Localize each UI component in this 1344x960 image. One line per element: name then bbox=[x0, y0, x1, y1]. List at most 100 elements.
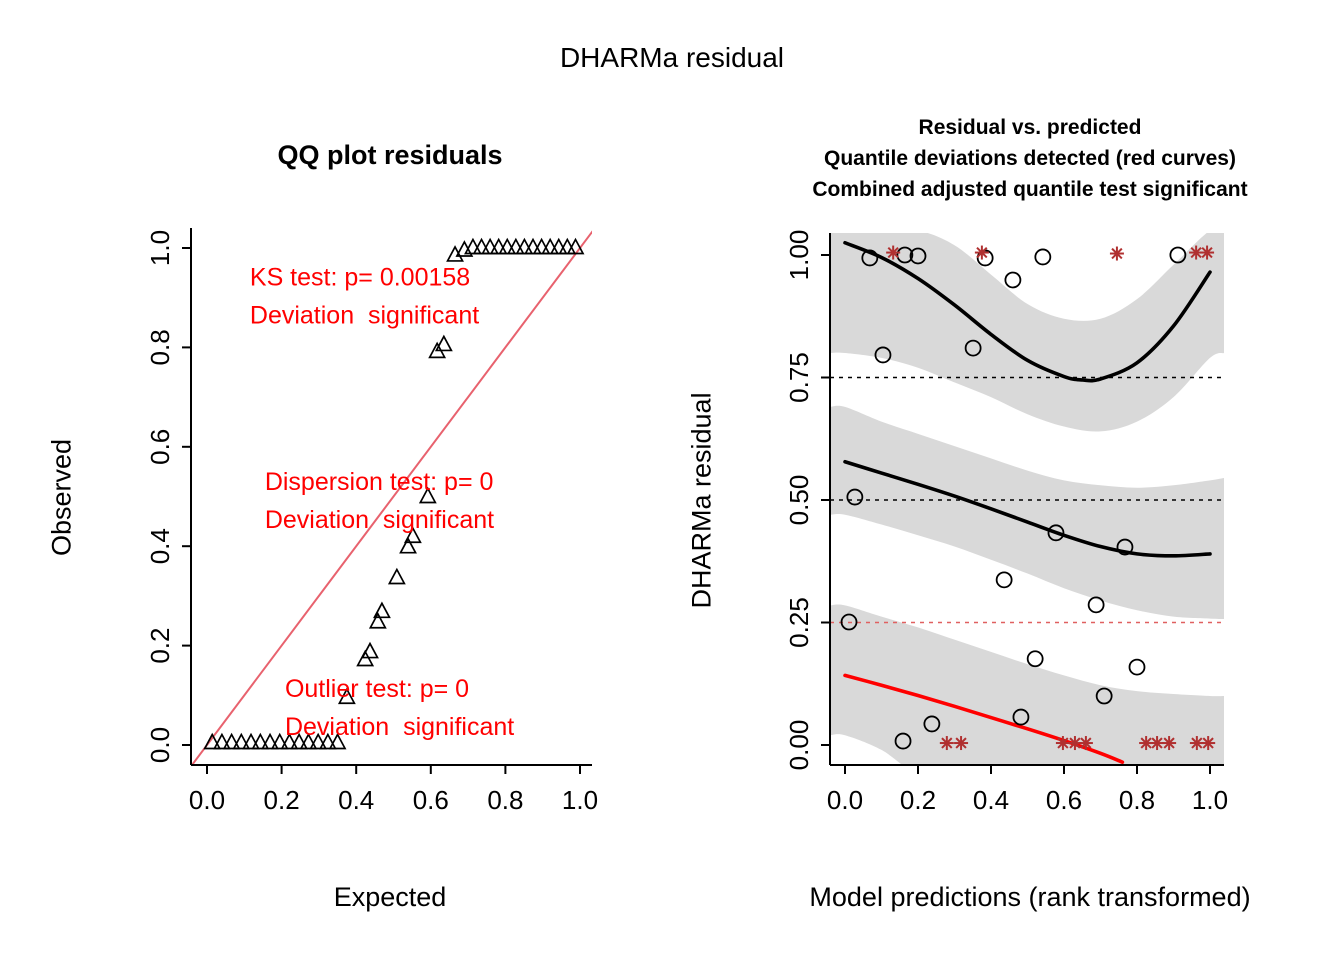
qq-point-triangle bbox=[328, 732, 347, 750]
qq-points bbox=[203, 237, 585, 750]
qq-point-triangle bbox=[299, 732, 318, 750]
quantile-0.50-band bbox=[830, 405, 1224, 620]
qq-point-triangle bbox=[541, 237, 560, 255]
qq-point-triangle bbox=[373, 601, 391, 619]
quantile-0.25-band bbox=[830, 604, 1224, 765]
qq-point-triangle bbox=[356, 649, 375, 667]
asterisk-stroke bbox=[1151, 737, 1163, 749]
svg-text:0.00: 0.00 bbox=[784, 720, 814, 771]
quantile-0.50-curve bbox=[843, 459, 1212, 558]
qq-point-triangle bbox=[222, 732, 241, 750]
qq-point-triangle bbox=[337, 687, 356, 705]
asterisk-stroke bbox=[955, 737, 967, 749]
residual-plot-title: Residual vs. predicted Quantile deviatio… bbox=[735, 112, 1325, 205]
qq-point-triangle bbox=[361, 641, 379, 659]
svg-text:1.0: 1.0 bbox=[145, 230, 175, 266]
qq-point-triangle bbox=[387, 567, 406, 585]
residual-title-line-3: Combined adjusted quantile test signific… bbox=[812, 178, 1248, 201]
qq-point-triangle bbox=[524, 237, 542, 255]
qq-point-triangle bbox=[434, 334, 453, 352]
residual-point bbox=[874, 346, 892, 364]
svg-text:0.0: 0.0 bbox=[827, 785, 863, 815]
residual-x-axis-label: Model predictions (rank transformed) bbox=[809, 882, 1251, 912]
qq-point-triangle bbox=[309, 732, 328, 750]
svg-text:0.6: 0.6 bbox=[145, 429, 175, 465]
asterisk-stroke bbox=[1057, 737, 1069, 749]
qq-point-triangle bbox=[498, 237, 517, 255]
residual-title-line-1: Residual vs. predicted bbox=[918, 116, 1142, 139]
test-annotation-line: Outlier test: p= 0 bbox=[285, 675, 469, 703]
svg-text:1.00: 1.00 bbox=[784, 230, 814, 281]
qq-plot-area bbox=[191, 230, 592, 765]
residual-point bbox=[1047, 524, 1065, 542]
svg-text:0.4: 0.4 bbox=[973, 785, 1009, 815]
qq-point-triangle bbox=[232, 732, 251, 750]
qq-point-triangle bbox=[251, 732, 270, 750]
residual-point bbox=[861, 249, 879, 267]
test-annotation-line: Deviation significant bbox=[250, 301, 479, 329]
residual-points bbox=[840, 246, 1187, 750]
qq-point-triangle bbox=[472, 237, 491, 255]
asterisk-stroke bbox=[1202, 737, 1214, 749]
residual-point bbox=[909, 247, 927, 265]
qq-point-triangle bbox=[481, 237, 500, 255]
qq-test-annotations: KS test: p= 0.00158 Deviation significant… bbox=[250, 263, 514, 741]
residual-point bbox=[1026, 650, 1044, 668]
asterisk-stroke bbox=[1190, 246, 1202, 259]
quantile-0.75-band bbox=[830, 233, 1224, 432]
quantile-0.25-curve bbox=[843, 673, 1125, 764]
svg-text:0.2: 0.2 bbox=[900, 785, 936, 815]
asterisk-stroke bbox=[1069, 737, 1081, 749]
qq-point-triangle bbox=[368, 611, 387, 629]
residual-point bbox=[1004, 271, 1022, 289]
residual-point bbox=[1087, 596, 1105, 614]
qq-point-triangle bbox=[242, 732, 260, 750]
qq-point-triangle bbox=[464, 237, 482, 255]
residual-point bbox=[1034, 248, 1052, 266]
residual-axes: 0.0 0.2 0.4 0.6 0.8 1.0 0.00 0.25 0.50 0.75 1.00 bbox=[784, 230, 1228, 815]
qq-point-triangle bbox=[270, 732, 289, 750]
svg-text:0.25: 0.25 bbox=[784, 597, 814, 648]
svg-text:0.75: 0.75 bbox=[784, 352, 814, 403]
asterisk-stroke bbox=[1191, 737, 1203, 749]
test-annotation-line: Deviation significant bbox=[265, 506, 494, 534]
qq-point-triangle bbox=[489, 237, 508, 255]
qq-point-triangle bbox=[213, 732, 231, 750]
qq-point-triangle bbox=[203, 732, 222, 750]
svg-text:1.0: 1.0 bbox=[1192, 785, 1228, 815]
svg-text:0.0: 0.0 bbox=[145, 727, 175, 763]
svg-text:0.2: 0.2 bbox=[264, 785, 300, 815]
asterisk-stroke bbox=[1201, 246, 1213, 259]
svg-text:0.8: 0.8 bbox=[145, 329, 175, 365]
svg-text:0.6: 0.6 bbox=[413, 785, 449, 815]
qq-point-triangle bbox=[280, 732, 299, 750]
residual-point bbox=[1169, 246, 1187, 264]
asterisk-stroke bbox=[887, 246, 899, 259]
svg-text:0.2: 0.2 bbox=[145, 628, 175, 664]
qq-point-triangle bbox=[566, 237, 585, 255]
outlier-points bbox=[886, 245, 1216, 751]
qq-reference-line bbox=[191, 230, 592, 765]
asterisk-stroke bbox=[941, 737, 953, 749]
residual-plot-area bbox=[830, 233, 1224, 765]
asterisk-stroke bbox=[976, 246, 988, 259]
svg-text:0.8: 0.8 bbox=[487, 785, 523, 815]
qq-point-triangle bbox=[318, 732, 337, 750]
residual-point bbox=[894, 732, 912, 750]
asterisk-stroke bbox=[1111, 247, 1123, 260]
test-annotation-line: Dispersion test: p= 0 bbox=[265, 468, 494, 496]
svg-text:0.4: 0.4 bbox=[145, 528, 175, 564]
svg-text:0.0: 0.0 bbox=[189, 785, 225, 815]
test-annotation-line: Deviation significant bbox=[285, 713, 514, 741]
qq-point-triangle bbox=[532, 237, 551, 255]
qq-point-triangle bbox=[399, 536, 417, 554]
svg-text:0.8: 0.8 bbox=[1119, 785, 1155, 815]
qq-point-triangle bbox=[506, 237, 525, 255]
svg-text:0.50: 0.50 bbox=[784, 475, 814, 526]
qq-point-triangle bbox=[261, 732, 279, 750]
asterisk-stroke bbox=[1163, 737, 1175, 749]
residual-point bbox=[1095, 687, 1113, 705]
residual-point bbox=[923, 715, 941, 733]
